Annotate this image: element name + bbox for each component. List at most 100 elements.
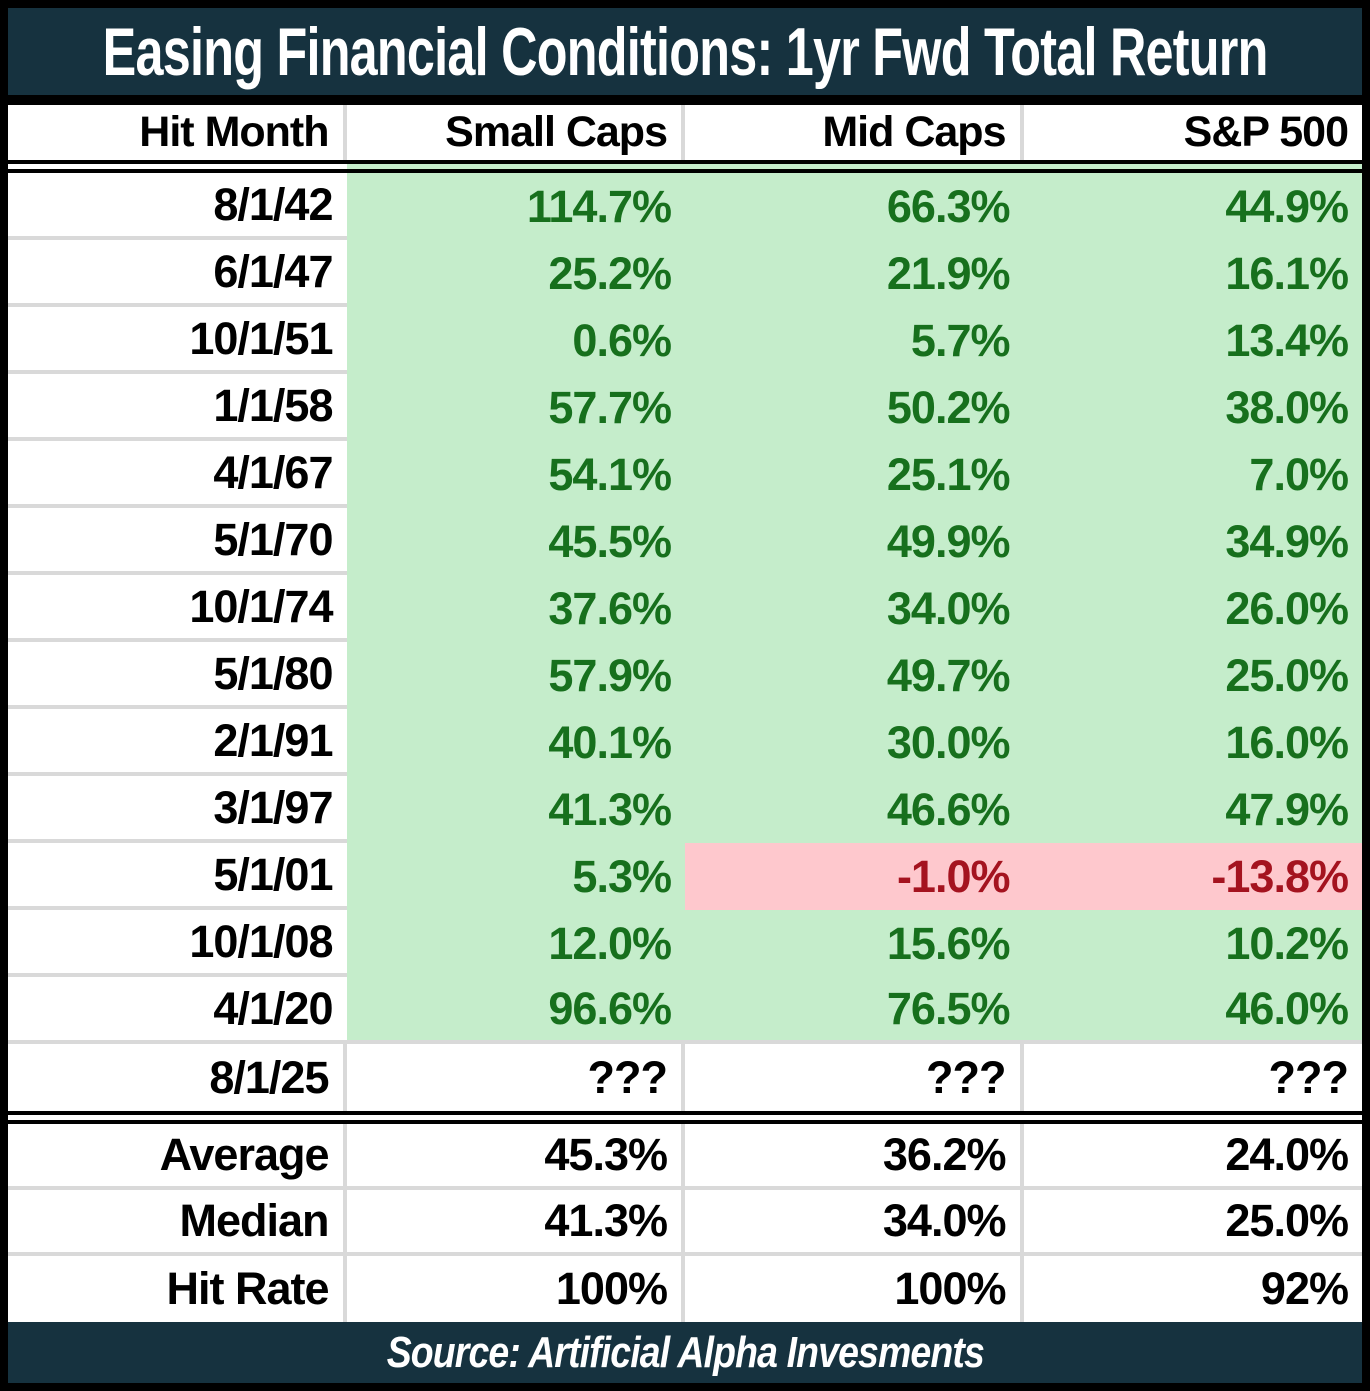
- table-row: 5/1/80 57.9% 49.7% 25.0%: [8, 642, 1362, 709]
- return-cell: 96.6%: [346, 977, 685, 1044]
- rule-segment: [8, 1111, 347, 1124]
- return-cell: 40.1%: [346, 709, 685, 776]
- return-cell: 50.2%: [685, 374, 1024, 441]
- column-header-mid-caps: Mid Caps: [685, 105, 1024, 160]
- rule-segment: [346, 1111, 685, 1124]
- return-cell: 46.6%: [685, 776, 1024, 843]
- summary-value: 34.0%: [685, 1190, 1024, 1256]
- return-cell: 16.1%: [1023, 240, 1362, 307]
- return-cell: 76.5%: [685, 977, 1024, 1044]
- table-row: 8/1/42 114.7% 66.3% 44.9%: [8, 173, 1362, 240]
- table-row: 3/1/97 41.3% 46.6% 47.9%: [8, 776, 1362, 843]
- hit-month-cell: 1/1/58: [8, 374, 347, 441]
- hit-month-cell: 5/1/01: [8, 843, 347, 910]
- column-header-hit-month: Hit Month: [8, 105, 347, 160]
- return-cell: 5.3%: [346, 843, 685, 910]
- hit-month-cell: 10/1/51: [8, 307, 347, 374]
- divider-double-rule-bottom: [8, 1111, 1362, 1124]
- hit-month-cell: 3/1/97: [8, 776, 347, 843]
- hit-month-cell: 4/1/20: [8, 977, 347, 1044]
- table-row: 10/1/08 12.0% 15.6% 10.2%: [8, 910, 1362, 977]
- return-cell-pending: ???: [685, 1044, 1024, 1111]
- return-cell: 7.0%: [1023, 441, 1362, 508]
- table-row: 5/1/70 45.5% 49.9% 34.9%: [8, 508, 1362, 575]
- table-row: 4/1/67 54.1% 25.1% 7.0%: [8, 441, 1362, 508]
- return-cell: 66.3%: [685, 173, 1024, 240]
- summary-value: 100%: [685, 1256, 1024, 1322]
- rule-segment: [1023, 160, 1362, 173]
- return-cell: 25.2%: [346, 240, 685, 307]
- return-cell: 46.0%: [1023, 977, 1362, 1044]
- return-cell: 57.7%: [346, 374, 685, 441]
- return-cell: 37.6%: [346, 575, 685, 642]
- summary-value: 36.2%: [685, 1124, 1024, 1190]
- return-cell-pending: ???: [1023, 1044, 1362, 1111]
- return-cell: 49.7%: [685, 642, 1024, 709]
- table-row: 1/1/58 57.7% 50.2% 38.0%: [8, 374, 1362, 441]
- return-cell: 38.0%: [1023, 374, 1362, 441]
- hit-month-cell: 10/1/74: [8, 575, 347, 642]
- divider-double-rule-top: [8, 160, 1362, 173]
- hit-month-cell: 6/1/47: [8, 240, 347, 307]
- hit-month-cell: 2/1/91: [8, 709, 347, 776]
- return-cell: 15.6%: [685, 910, 1024, 977]
- source-bar: Source: Artificial Alpha Invesments: [8, 1322, 1362, 1383]
- return-cell: 0.6%: [346, 307, 685, 374]
- return-cell: 13.4%: [1023, 307, 1362, 374]
- return-cell-negative: -1.0%: [685, 843, 1024, 910]
- return-cell: 25.0%: [1023, 642, 1362, 709]
- rule-segment: [685, 160, 1024, 173]
- table-row: 4/1/20 96.6% 76.5% 46.0%: [8, 977, 1362, 1044]
- hit-month-cell: 10/1/08: [8, 910, 347, 977]
- summary-value: 45.3%: [346, 1124, 685, 1190]
- summary-value: 100%: [346, 1256, 685, 1322]
- summary-value: 24.0%: [1023, 1124, 1362, 1190]
- rule-segment: [685, 1111, 1024, 1124]
- rule-segment: [346, 160, 685, 173]
- return-cell: 44.9%: [1023, 173, 1362, 240]
- return-cell: 41.3%: [346, 776, 685, 843]
- rule-segment: [1023, 1111, 1362, 1124]
- return-cell: 16.0%: [1023, 709, 1362, 776]
- table-row: 10/1/74 37.6% 34.0% 26.0%: [8, 575, 1362, 642]
- table-row-pending: 8/1/25 ??? ??? ???: [8, 1044, 1362, 1111]
- return-cell: 26.0%: [1023, 575, 1362, 642]
- return-cell: 45.5%: [346, 508, 685, 575]
- return-cell: 21.9%: [685, 240, 1024, 307]
- hit-month-cell: 8/1/42: [8, 173, 347, 240]
- hit-month-cell: 5/1/70: [8, 508, 347, 575]
- return-cell: 12.0%: [346, 910, 685, 977]
- column-header-small-caps: Small Caps: [347, 105, 685, 160]
- summary-row-average: Average 45.3% 36.2% 24.0%: [8, 1124, 1362, 1190]
- source-text: Source: Artificial Alpha Invesments: [386, 1327, 984, 1377]
- table-row: 10/1/51 0.6% 5.7% 13.4%: [8, 307, 1362, 374]
- summary-value: 25.0%: [1023, 1190, 1362, 1256]
- chart-title: Easing Financial Conditions: 1yr Fwd Tot…: [102, 13, 1269, 90]
- return-cell: 10.2%: [1023, 910, 1362, 977]
- return-cell: 57.9%: [346, 642, 685, 709]
- table-row: 6/1/47 25.2% 21.9% 16.1%: [8, 240, 1362, 307]
- rule-segment: [8, 160, 347, 173]
- summary-row-hit-rate: Hit Rate 100% 100% 92%: [8, 1256, 1362, 1322]
- return-cell: 34.9%: [1023, 508, 1362, 575]
- column-header-sp500: S&P 500: [1183, 108, 1349, 156]
- hit-month-cell: 4/1/67: [8, 441, 347, 508]
- summary-value: 41.3%: [346, 1190, 685, 1256]
- hit-month-cell: 5/1/80: [8, 642, 347, 709]
- return-cell-negative: -13.8%: [1023, 843, 1362, 910]
- summary-label: Hit Rate: [8, 1256, 347, 1322]
- summary-label: Median: [8, 1190, 347, 1256]
- return-cell: 54.1%: [346, 441, 685, 508]
- table-row: 2/1/91 40.1% 30.0% 16.0%: [8, 709, 1362, 776]
- summary-label: Average: [8, 1124, 347, 1190]
- return-cell: 114.7%: [346, 173, 685, 240]
- return-cell: 25.1%: [685, 441, 1024, 508]
- summary-row-median: Median 41.3% 34.0% 25.0%: [8, 1190, 1362, 1256]
- return-cell: 5.7%: [685, 307, 1024, 374]
- return-cell: 49.9%: [685, 508, 1024, 575]
- column-header-row: Hit Month Small Caps Mid Caps S&P 500: [8, 105, 1362, 160]
- return-cell: 47.9%: [1023, 776, 1362, 843]
- table-row-negative: 5/1/01 5.3% -1.0% -13.8%: [8, 843, 1362, 910]
- hit-month-cell: 8/1/25: [8, 1044, 347, 1111]
